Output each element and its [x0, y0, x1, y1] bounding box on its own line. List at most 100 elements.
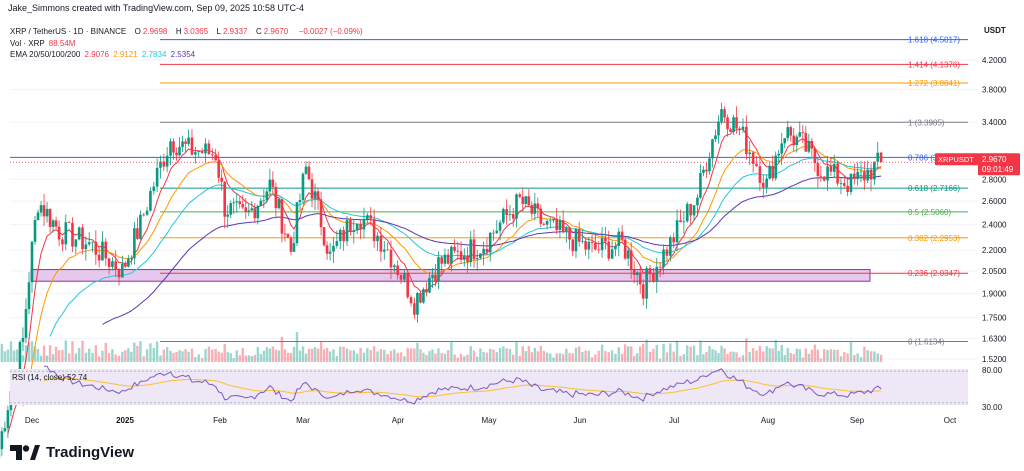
- candle-body: [652, 274, 655, 282]
- candle-body: [768, 165, 771, 179]
- volume-bar: [434, 353, 437, 362]
- candle-body: [223, 181, 227, 217]
- fib-label-0-618: 0.618 (2.7166): [908, 184, 960, 193]
- candle-body: [720, 109, 723, 122]
- volume-bar: [826, 350, 829, 362]
- volume-bar: [807, 353, 811, 362]
- candle-body: [548, 220, 552, 222]
- candle-body: [789, 127, 793, 136]
- fib-label-0-236: 0.236 (2.0347): [908, 269, 960, 278]
- volume-bar: [702, 354, 705, 362]
- candle-body: [295, 202, 299, 244]
- candle-body: [362, 219, 366, 230]
- legend-close-label: C: [255, 27, 262, 36]
- candle-body: [446, 254, 450, 264]
- candle-body: [207, 143, 211, 155]
- candle-body: [265, 191, 269, 201]
- volume-bar: [849, 342, 853, 362]
- candle-body: [518, 194, 522, 197]
- candle-body: [422, 289, 425, 303]
- legend-ema-label[interactable]: EMA 20/50/100/200: [10, 50, 81, 59]
- volume-bar: [549, 353, 552, 362]
- volume-bar: [101, 350, 104, 362]
- volume-bar: [319, 341, 323, 362]
- legend-symbol[interactable]: XRP / TetherUS · 1D · BINANCE: [10, 27, 127, 36]
- candle-body: [200, 151, 204, 154]
- volume-bar: [355, 353, 359, 362]
- volume-bar: [708, 346, 711, 362]
- candle-body: [319, 199, 323, 228]
- candle-body: [849, 173, 853, 192]
- volume-bar: [428, 351, 431, 362]
- volume-bar: [692, 345, 696, 362]
- fib-label-0-382: 0.382 (2.2953): [908, 234, 960, 243]
- volume-bar: [172, 353, 175, 362]
- candle-body: [492, 232, 495, 234]
- candle-body: [459, 251, 463, 260]
- legend-open-label: O: [134, 27, 141, 36]
- volume-bar: [220, 352, 223, 362]
- candle-body: [352, 230, 356, 233]
- volume-bars: [0, 332, 883, 362]
- volume-bar: [386, 353, 389, 362]
- volume-bar: [669, 343, 672, 362]
- candle-body: [729, 129, 732, 132]
- volume-bar: [607, 352, 610, 362]
- candle-body: [220, 177, 223, 182]
- volume-bar: [774, 340, 777, 362]
- support-zone-rect: [30, 269, 871, 282]
- legend-volume-label[interactable]: Vol · XRP: [10, 38, 45, 48]
- legend-ema50-value: 2.9121: [113, 50, 138, 59]
- candle-body: [97, 254, 101, 261]
- candle-body: [597, 249, 601, 251]
- candle-body: [149, 190, 152, 211]
- volume-bar: [456, 357, 460, 362]
- rsi-band: [10, 369, 968, 405]
- volume-bar: [720, 345, 723, 362]
- candle-body: [813, 148, 817, 163]
- candle-body: [780, 143, 784, 154]
- candle-body: [121, 263, 124, 278]
- volume-bar: [552, 357, 555, 362]
- candle-body: [440, 257, 444, 264]
- candle-body: [42, 205, 46, 217]
- candle-body: [665, 249, 669, 256]
- candle-body: [723, 109, 726, 118]
- candle-body: [685, 204, 689, 222]
- candle-body: [702, 169, 705, 173]
- volume-bar: [711, 349, 714, 362]
- volume-bar: [521, 346, 524, 362]
- candle-body: [298, 199, 302, 203]
- volume-bar: [581, 352, 584, 362]
- candle-body: [104, 241, 108, 259]
- volume-bar: [253, 354, 257, 362]
- volume-bar: [836, 349, 839, 362]
- candle-body: [162, 161, 166, 167]
- volume-bar: [30, 341, 34, 362]
- volume-bar: [479, 348, 482, 362]
- candle-body: [453, 246, 456, 251]
- candle-body: [409, 297, 413, 304]
- candle-body: [274, 186, 278, 209]
- candle-body: [741, 126, 745, 130]
- volume-bar: [335, 355, 339, 362]
- candle-body: [271, 179, 275, 187]
- volume-bar: [839, 356, 843, 362]
- volume-bar: [843, 352, 846, 362]
- volume-bar: [577, 346, 581, 362]
- time-axis-tick: Sep: [850, 416, 865, 425]
- countdown-text: 09:01:49: [982, 165, 1014, 174]
- volume-bar: [876, 353, 879, 362]
- volume-bar: [672, 351, 675, 362]
- volume-bar: [741, 355, 745, 362]
- candle-body: [283, 233, 287, 235]
- candle-body: [751, 152, 755, 164]
- tradingview-wordmark: TradingView: [46, 444, 135, 461]
- candle-body: [194, 152, 197, 155]
- volume-bar: [539, 345, 543, 362]
- candle-body: [699, 172, 702, 198]
- candle-body: [204, 143, 207, 154]
- volume-bar: [816, 349, 820, 362]
- candle-body: [428, 277, 431, 293]
